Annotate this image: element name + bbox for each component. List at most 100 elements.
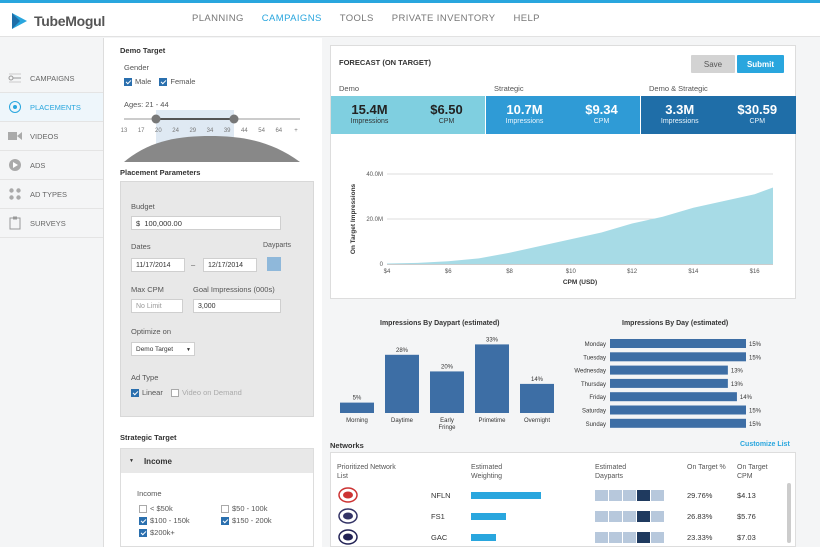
network-logo-icon [338, 508, 358, 524]
age-tick-label: 39 [224, 128, 231, 134]
sidebar-item-surveys[interactable]: SURVEYS [0, 209, 103, 238]
day-category-label: Monday [585, 342, 606, 348]
demo-impressions: 15.4M [351, 102, 388, 117]
table-row[interactable]: GAC 23.33% $7.03 [331, 529, 781, 547]
linear-checkbox[interactable] [131, 389, 139, 398]
sidebar-item-campaigns[interactable]: CAMPAIGNS [0, 64, 103, 93]
age-distribution [124, 136, 300, 162]
x-tick-label: $8 [506, 269, 513, 275]
y-tick-label: 20.0M [366, 217, 383, 223]
day-value-label: 14% [740, 395, 753, 401]
date-separator: – [191, 260, 196, 269]
main-nav: PLANNING CAMPAIGNS TOOLS PRIVATE INVENTO… [192, 13, 540, 24]
customize-list-link[interactable]: Customize List [740, 441, 790, 448]
forecast-demo-cell: 15.4M Impressions $6.50 CPM [331, 96, 485, 134]
daypart-category-label: Primetime [478, 418, 506, 424]
clipboard-icon [8, 216, 22, 230]
income-checkbox-2[interactable] [221, 505, 229, 514]
age-tick-label: 54 [258, 128, 265, 134]
y-tick-label: 0 [380, 262, 384, 268]
on-target-cpm: $4.13 [737, 491, 756, 500]
daypart-category-label: Daytime [391, 418, 414, 424]
group-strategic-label: Strategic [494, 84, 524, 93]
daypart-heat-cell [623, 490, 636, 501]
x-tick-label: $12 [627, 269, 638, 275]
female-label: Female [170, 77, 196, 86]
sidebar-label-videos: VIDEOS [30, 131, 59, 141]
submit-button[interactable]: Submit [737, 55, 784, 73]
daypart-heat-cell [623, 511, 636, 522]
demo-strategic-cpm-label: CPM [749, 118, 766, 125]
male-label: Male [135, 77, 152, 86]
app-name: TubeMogul [34, 13, 105, 29]
campaign-icon [8, 71, 22, 85]
income-option-label: $150 - 200k [232, 516, 272, 525]
nav-private-inventory[interactable]: PRIVATE INVENTORY [391, 13, 496, 24]
forecast-title: FORECAST (ON TARGET) [339, 58, 431, 67]
video-icon [8, 129, 22, 143]
strategic-cpm-label: CPM [593, 118, 610, 125]
on-target-cpm: $7.03 [737, 533, 756, 542]
age-tick-label: 44 [241, 128, 248, 134]
linear-label: Linear [142, 388, 163, 397]
nav-campaigns[interactable]: CAMPAIGNS [261, 13, 322, 24]
demo-strategic-cpm: $30.59 [737, 102, 778, 117]
sidebar-item-videos[interactable]: VIDEOS [0, 122, 103, 151]
male-checkbox[interactable] [124, 78, 132, 87]
budget-input[interactable]: $ 100,000.00 [131, 216, 281, 230]
income-option-label: $50 - 100k [232, 504, 268, 513]
sidebar-item-ads[interactable]: ADS [0, 151, 103, 180]
network-logo-icon [338, 529, 358, 545]
strategic-impressions-label: Impressions [505, 118, 544, 125]
forecast-strategic-cell: 10.7M Impressions $9.34 CPM [486, 96, 640, 134]
daypart-heat-strip [595, 532, 665, 543]
start-date-input[interactable]: 11/17/2014 [131, 258, 185, 272]
nav-help[interactable]: HELP [513, 13, 540, 24]
day-category-label: Sunday [586, 422, 606, 428]
income-checkbox-5[interactable] [139, 529, 147, 538]
daypart-heat-cell [609, 490, 622, 501]
income-accordion-header[interactable]: ▼ Income [121, 449, 313, 473]
on-target-pct: 29.76% [687, 491, 713, 500]
age-tick-label: 24 [172, 128, 179, 134]
vod-checkbox[interactable] [170, 389, 179, 398]
sidebar: CAMPAIGNS PLACEMENTS VIDEOS ADS AD TYPES… [0, 38, 104, 547]
sidebar-item-placements[interactable]: PLACEMENTS [0, 93, 103, 122]
group-demo-strategic-label: Demo & Strategic [649, 84, 708, 93]
app-logo[interactable]: TubeMogul [10, 12, 105, 30]
end-date-input[interactable]: 12/17/2014 [203, 258, 257, 272]
day-chart-title: Impressions By Day (estimated) [622, 320, 729, 327]
sidebar-item-ad-types[interactable]: AD TYPES [0, 180, 103, 209]
forecast-demo-strategic-cell: 3.3M Impressions $30.59 CPM [641, 96, 796, 134]
x-tick-label: $4 [384, 269, 391, 275]
daypart-heat-cell [595, 532, 608, 543]
goal-impressions-label: Goal Impressions (000s) [193, 285, 275, 294]
strategic-target-box: ▼ Income Income < $50k $50 - 100k $100 -… [120, 448, 314, 547]
age-tick-label: 13 [121, 128, 128, 134]
optimize-select[interactable]: Demo Target ▼ [131, 342, 195, 356]
daypart-heat-cell [609, 511, 622, 522]
placement-params-box: Budget $ 100,000.00 Dates Dayparts 11/17… [120, 181, 314, 417]
table-row[interactable]: NFLN 29.76% $4.13 [331, 487, 781, 505]
dayparts-grid-icon[interactable] [267, 257, 281, 271]
nav-tools[interactable]: TOOLS [339, 13, 374, 24]
x-axis-title: CPM (USD) [563, 279, 597, 286]
income-checkbox-4[interactable] [221, 517, 229, 526]
age-handle-max[interactable] [229, 114, 239, 124]
income-checkbox-1[interactable] [139, 505, 147, 514]
table-scrollbar[interactable] [787, 483, 791, 543]
demo-cpm-label: CPM [438, 118, 455, 125]
max-cpm-input[interactable]: No Limit [131, 299, 183, 313]
save-button[interactable]: Save [691, 55, 735, 73]
daypart-category-label: Overnight [524, 418, 550, 424]
age-slider[interactable]: 13 17 20 24 29 34 39 44 54 64 + [120, 110, 304, 162]
optimize-value: Demo Target [136, 346, 174, 353]
goal-impressions-input[interactable]: 3,000 [193, 299, 281, 313]
income-checkbox-3[interactable] [139, 517, 147, 526]
weighting-bar [471, 513, 506, 520]
table-row[interactable]: FS1 26.83% $5.76 [331, 508, 781, 526]
female-checkbox[interactable] [159, 78, 168, 87]
budget-currency: $ [136, 219, 141, 228]
nav-planning[interactable]: PLANNING [192, 13, 244, 24]
age-handle-min[interactable] [151, 114, 161, 124]
